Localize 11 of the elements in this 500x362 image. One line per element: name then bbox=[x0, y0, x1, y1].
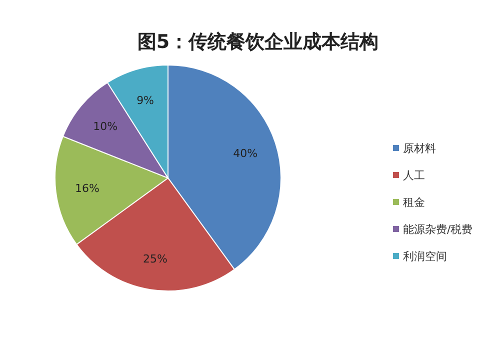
data-label: 9% bbox=[136, 94, 154, 107]
data-label: 16% bbox=[75, 182, 100, 196]
chart-title: 图5：传统餐饮企业成本结构 bbox=[137, 31, 379, 53]
legend-label: 能源杂费/税费 bbox=[403, 223, 473, 236]
data-label: 10% bbox=[93, 120, 118, 134]
data-label: 25% bbox=[143, 252, 168, 266]
legend-label: 利润空间 bbox=[403, 250, 447, 263]
legend-label: 租金 bbox=[403, 196, 425, 209]
legend-label: 原材料 bbox=[403, 142, 436, 155]
data-label: 40% bbox=[233, 146, 258, 160]
legend-label: 人工 bbox=[403, 169, 425, 182]
